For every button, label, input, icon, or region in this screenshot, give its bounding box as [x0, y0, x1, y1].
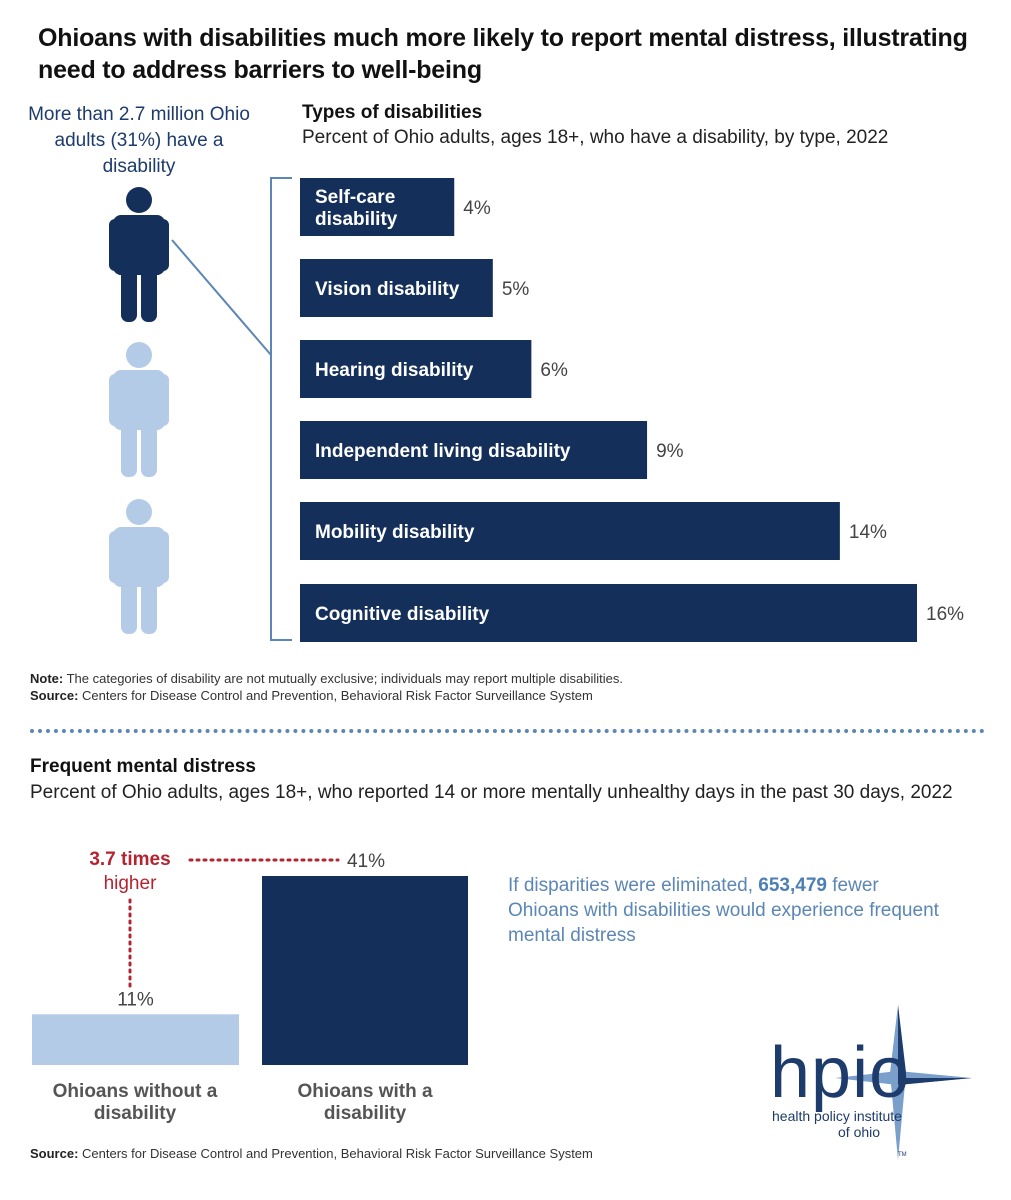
value-label-0: 4% — [463, 198, 491, 219]
distress-chart-title: Frequent mental distress — [30, 756, 256, 777]
distress-chart-subtitle: Percent of Ohio adults, ages 18+, who re… — [30, 782, 953, 803]
value-label-2: 6% — [540, 360, 568, 381]
types-bar-chart: Self-care disability 4% Vision disability 5%… — [300, 178, 964, 642]
callout-prefix: If disparities were eliminated, — [508, 875, 759, 896]
chart-source-bottom: Source: Centers for Disease Control and … — [30, 1146, 593, 1161]
distress-bar-1 — [262, 876, 468, 1065]
source-text-bottom: Centers for Disease Control and Preventi… — [82, 1146, 593, 1161]
bar-1 — [300, 259, 493, 317]
ratio-word: higher — [103, 873, 157, 894]
value-label-1: 5% — [502, 279, 530, 300]
distress-value-0: 11% — [117, 989, 154, 1010]
note-text: The categories of disability are not mut… — [66, 671, 623, 686]
chart-source-top: Source: Centers for Disease Control and … — [30, 688, 593, 703]
ratio-annotation: 3.7 times higher — [60, 848, 200, 896]
source-label-top: Source: — [30, 688, 79, 703]
distress-bar-0 — [32, 1014, 239, 1065]
bar-4 — [300, 502, 840, 560]
source-label-bottom: Source: — [30, 1146, 79, 1161]
category-label-with: Ohioans with a disability — [297, 1081, 433, 1124]
category-label-without: Ohioans without a disability — [52, 1081, 218, 1124]
logo-line-2: of ohio — [838, 1124, 881, 1140]
logo-wordmark: hpio — [770, 1033, 911, 1113]
logo-subtitle: health policy institute of ohio — [772, 1108, 902, 1140]
bar-label-4: Mobility disability — [315, 522, 475, 543]
section-divider — [30, 729, 985, 733]
value-label-5: 16% — [926, 604, 964, 625]
callout-suffix: fewer Ohioans with disabilities would ex… — [508, 875, 939, 946]
types-chart-title: Types of disabilities — [302, 102, 483, 123]
source-text-top: Centers for Disease Control and Preventi… — [82, 688, 593, 703]
bar-0 — [300, 178, 455, 236]
disability-stat-callout: More than 2.7 million Ohio adults (31%) … — [28, 104, 250, 177]
bar-label-0: Self-care disability — [315, 187, 398, 230]
value-label-3: 9% — [656, 441, 684, 462]
logo-line-1: health policy institute — [772, 1108, 902, 1124]
bar-label-2: Hearing disability — [315, 360, 474, 381]
distress-value-1: 41% — [347, 851, 385, 872]
bar-label-5: Cognitive disability — [315, 604, 490, 625]
logo-trademark: TM — [898, 1152, 907, 1158]
page-title: Ohioans with disabilities much more like… — [38, 24, 968, 84]
bar-5 — [300, 584, 917, 642]
ratio-value: 3.7 times — [89, 849, 171, 870]
chart-note: Note: The categories of disability are n… — [30, 670, 623, 687]
disparity-callout: If disparities were eliminated, 653,479 … — [508, 873, 948, 948]
note-label: Note: — [30, 671, 64, 686]
callout-number: 653,479 — [758, 875, 827, 896]
bar-3 — [300, 421, 648, 479]
bar-label-1: Vision disability — [315, 279, 460, 300]
bar-2 — [300, 340, 532, 398]
bar-label-3: Independent living disability — [315, 441, 571, 462]
types-chart-subtitle: Percent of Ohio adults, ages 18+, who ha… — [302, 127, 889, 148]
value-label-4: 14% — [849, 522, 887, 543]
